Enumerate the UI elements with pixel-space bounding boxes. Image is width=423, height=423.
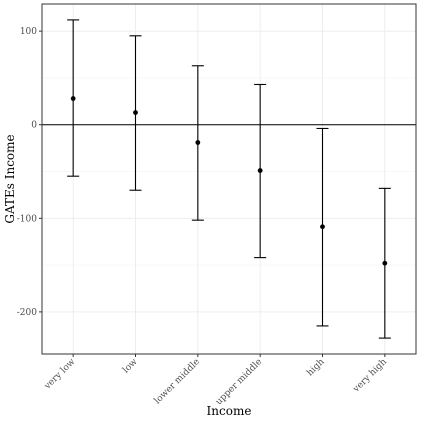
x-tick-label: very low	[42, 357, 77, 392]
data-point	[195, 140, 201, 145]
x-tick-label: low	[121, 357, 140, 376]
x-tick-label: lower middle	[153, 357, 202, 406]
x-tick-label: high	[305, 357, 327, 379]
y-tick-label: -100	[17, 214, 37, 224]
grid	[42, 4, 416, 354]
data-point	[133, 110, 138, 115]
x-axis: very low low lower middle upper middle high v…	[42, 354, 389, 407]
data-point	[320, 224, 325, 230]
y-tick-label: -200	[17, 308, 37, 318]
y-tick-label: 100	[20, 27, 37, 37]
x-tick-label: upper middle	[214, 357, 264, 407]
data-point	[257, 168, 263, 173]
y-axis: 100 0 -100 -200	[17, 27, 42, 318]
panel-border	[41, 3, 417, 355]
data-point	[382, 260, 388, 266]
y-tick-label: 0	[31, 121, 37, 131]
x-axis-title: Income	[207, 404, 252, 418]
data-point	[70, 96, 76, 101]
x-tick-label: very high	[351, 357, 389, 395]
y-axis-title: GATEs Income	[3, 134, 17, 223]
chart-marks	[67, 19, 391, 339]
